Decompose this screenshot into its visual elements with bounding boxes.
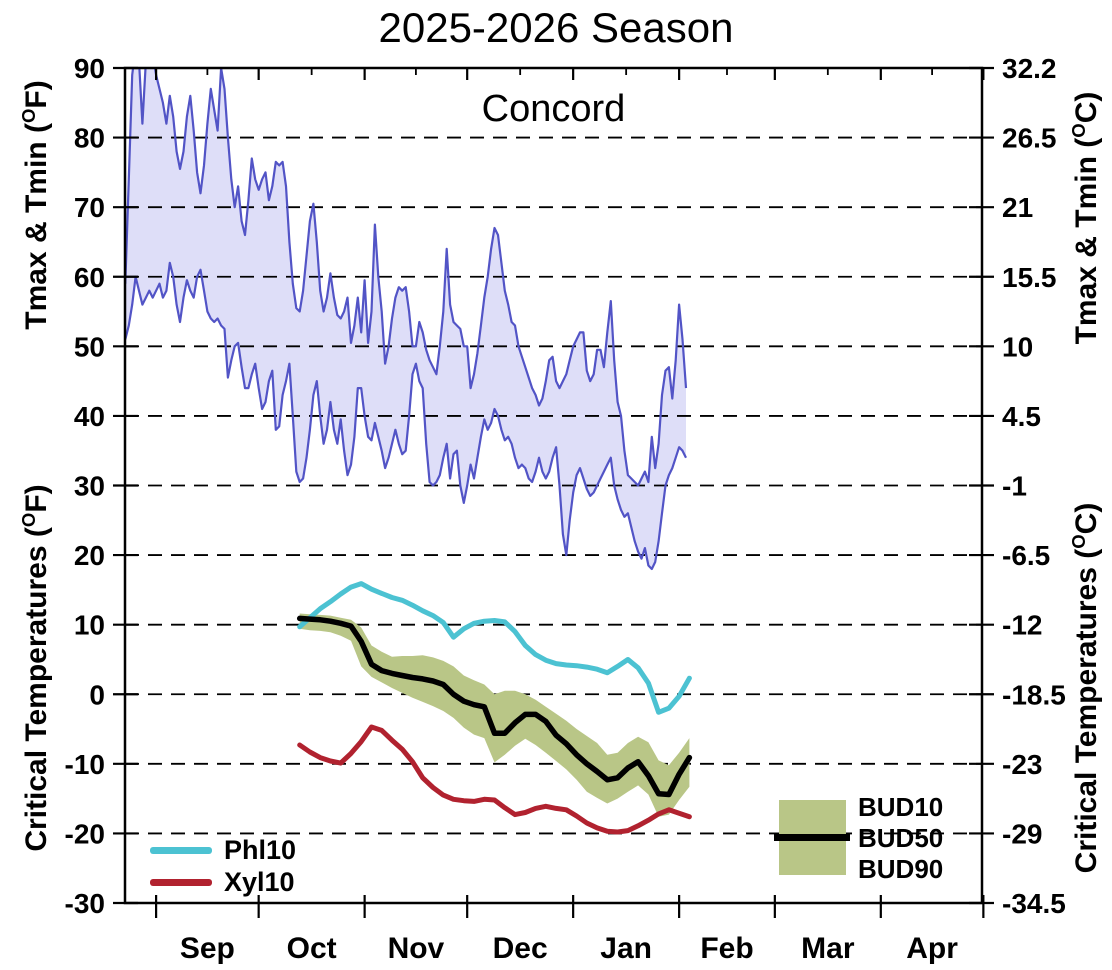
y-axis-title-right-top: Tmax & Tmin (OC) — [1068, 91, 1103, 345]
right-tick-label: 21 — [1002, 192, 1033, 223]
chart-title: 2025-2026 Season — [378, 4, 734, 51]
left-tick-label: -30 — [65, 888, 105, 919]
right-tick-label: -1 — [1002, 471, 1027, 502]
left-tick-label: 50 — [74, 331, 105, 362]
tmax-line — [125, 68, 688, 487]
left-tick-label: 90 — [74, 53, 105, 84]
right-tick-label: -23 — [1002, 749, 1042, 780]
left-tick-label: 20 — [74, 540, 105, 571]
phl10-label: Phl10 — [224, 834, 297, 865]
month-label-mar: Mar — [801, 932, 855, 965]
xyl10-line — [297, 724, 692, 835]
right-tick-label: 15.5 — [1002, 262, 1057, 293]
bud50-line-swatch — [774, 834, 850, 841]
right-tick-label: 4.5 — [1002, 401, 1041, 432]
right-tick-label: -29 — [1002, 818, 1042, 849]
left-tick-label: 10 — [74, 610, 105, 641]
month-label-apr: Apr — [906, 932, 958, 965]
y-axis-title-left-bottom: Critical Temperatures (OF) — [18, 484, 53, 852]
y-axis-title-left-top: Tmax & Tmin (OF) — [18, 80, 53, 330]
bud-band — [299, 613, 690, 817]
phl10-line — [297, 581, 692, 715]
xyl10-line-swatch — [150, 878, 212, 886]
tmin-line — [125, 261, 687, 571]
left-tick-label: -10 — [65, 749, 105, 780]
bud10-label: BUD10 — [858, 792, 944, 822]
right-tick-label: -18.5 — [1002, 679, 1066, 710]
legend-item-xyl10: Xyl10 — [150, 866, 296, 897]
month-label-feb: Feb — [700, 932, 753, 965]
month-label-oct: Oct — [287, 932, 337, 965]
bud50-label: BUD50 — [858, 823, 944, 853]
right-tick-label: -34.5 — [1002, 888, 1066, 919]
left-tick-label: 60 — [74, 262, 105, 293]
left-tick-label: 40 — [74, 401, 105, 432]
month-label-jan: Jan — [600, 932, 652, 965]
legend-item-phl10: Phl10 — [150, 834, 297, 865]
left-tick-label: -20 — [65, 818, 105, 849]
right-tick-label: -12 — [1002, 610, 1042, 641]
left-tick-label: 70 — [74, 192, 105, 223]
month-label-dec: Dec — [493, 932, 548, 965]
tmax-tmin-band — [125, 68, 686, 569]
right-tick-label: -6.5 — [1002, 540, 1050, 571]
month-label-sep: Sep — [180, 932, 235, 965]
right-tick-label: 10 — [1002, 331, 1033, 362]
left-tick-label: 30 — [74, 471, 105, 502]
left-tick-label: 80 — [74, 123, 105, 154]
xyl10-label: Xyl10 — [224, 866, 295, 897]
legend-critical-lines: Phl10 Xyl10 — [150, 834, 297, 897]
y-axis-title-right-bottom: Critical Temperatures (OC) — [1068, 502, 1103, 874]
chart-subtitle: Concord — [481, 88, 626, 130]
right-tick-label: 32.2 — [1002, 53, 1057, 84]
right-tick-label: 26.5 — [1002, 123, 1057, 154]
month-label-nov: Nov — [388, 932, 445, 965]
bud90-label: BUD90 — [858, 854, 944, 884]
legend-bud: BUD10 BUD50 BUD90 — [774, 792, 1008, 884]
left-tick-label: 0 — [89, 679, 105, 710]
bud50-line — [296, 615, 693, 798]
phl10-line-swatch — [150, 846, 212, 854]
